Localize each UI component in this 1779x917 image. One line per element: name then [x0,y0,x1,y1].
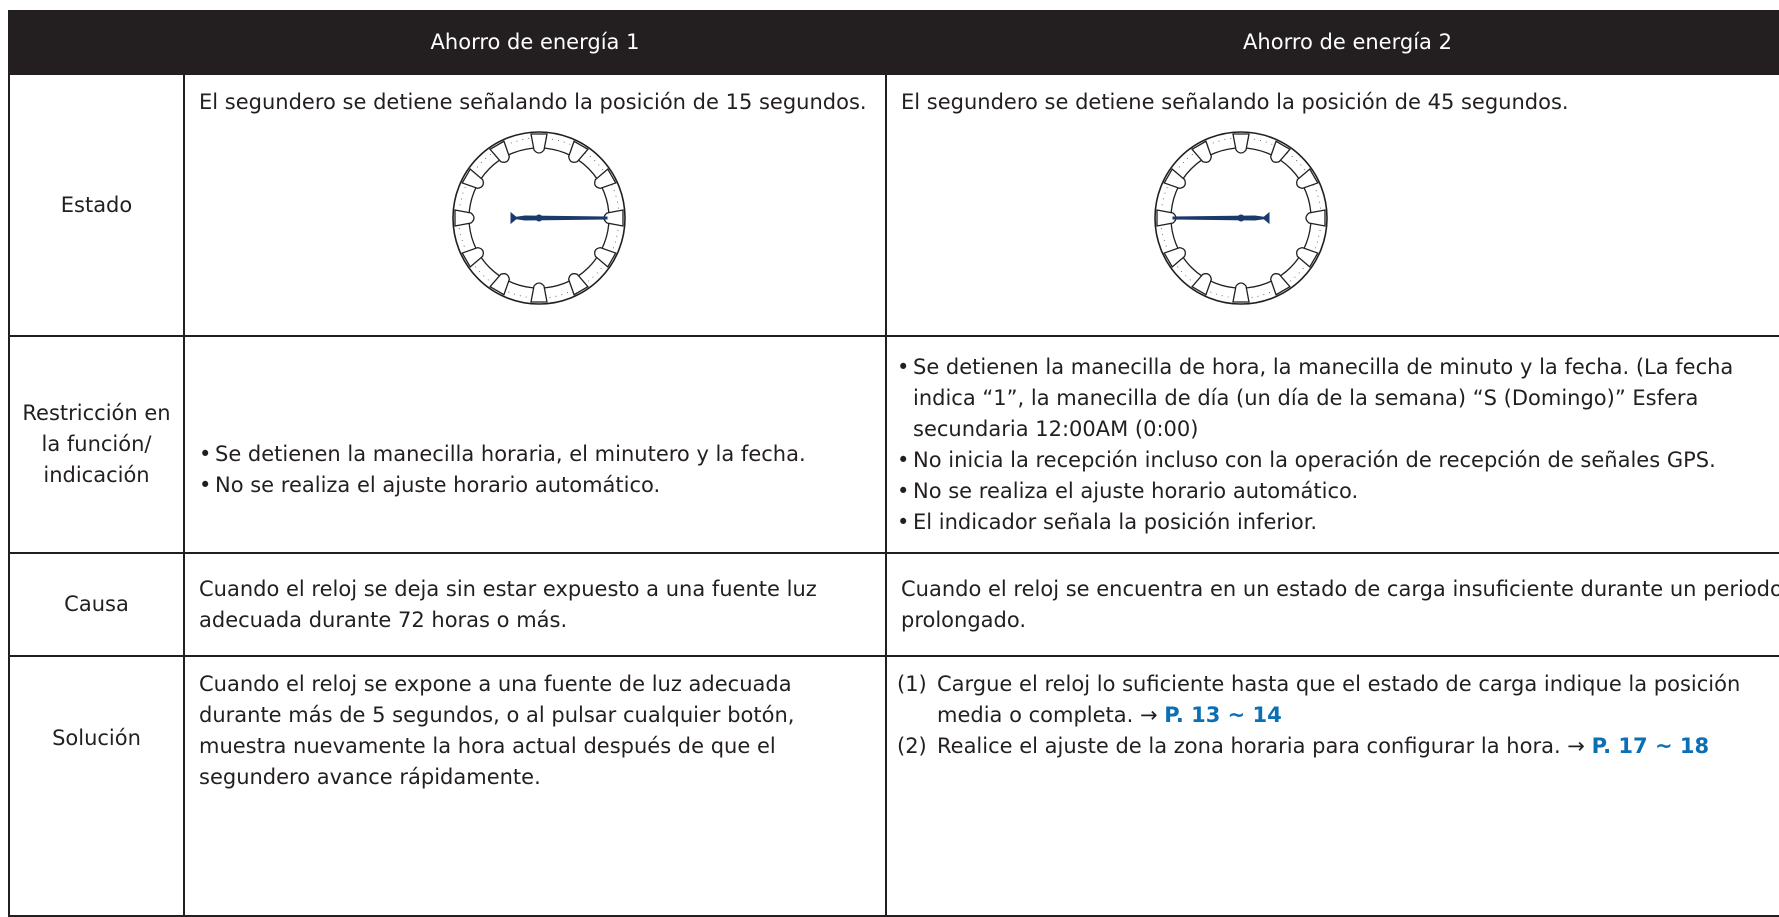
cell: Cuando el reloj se expone a una fuente d… [183,655,887,917]
step-number: (2) [897,734,927,758]
page-link[interactable]: P. 13 ~ 14 [1164,703,1282,727]
bullet-item: El indicador señala la posición inferior… [897,507,1779,538]
row-label: Solución [8,655,185,917]
step: (1) Cargue el reloj lo suficiente hasta q… [897,669,1779,731]
step: (2) Realice el ajuste de la zona horaria … [897,731,1779,762]
bullet-item: Se detienen la manecilla de hora, la man… [897,352,1779,445]
row-label: Restricción en la función/ indicación [8,335,185,554]
cell: El segundero se detiene señalando la pos… [183,73,887,337]
column-header: Ahorro de energía 1 [183,10,887,75]
bullet-item: No inicia la recepción incluso con la op… [897,445,1779,476]
step-text: Cargue el reloj lo suficiente hasta que … [937,672,1741,727]
cell: El segundero se detiene señalando la pos… [885,73,1779,337]
corner [8,10,185,75]
comparison-table: Ahorro de energía 1 Ahorro de energía 2 … [8,10,1779,917]
row-label: Causa [8,552,185,657]
page: Ahorro de energía 1 Ahorro de energía 2 … [0,0,1779,894]
cell: Cuando el reloj se encuentra en un estad… [885,552,1779,657]
bullet-item: No se realiza el ajuste horario automáti… [199,470,871,501]
cell: Se detienen la manecilla horaria, el min… [183,335,887,554]
step-number: (1) [897,672,927,696]
page-link[interactable]: P. 17 ~ 18 [1591,734,1710,758]
cell: (1) Cargue el reloj lo suficiente hasta q… [885,655,1779,917]
cell-text: El segundero se detiene señalando la pos… [199,90,867,114]
row-label: Estado [8,73,185,337]
column-header: Ahorro de energía 2 [885,10,1779,75]
clock-illustration [1154,131,1328,305]
cell-text: El segundero se detiene señalando la pos… [901,90,1569,114]
bullet-item: No se realiza el ajuste horario automáti… [897,476,1779,507]
bullet-item: Se detienen la manecilla horaria, el min… [199,439,871,470]
clock-illustration [452,131,626,305]
cell: Cuando el reloj se deja sin estar expues… [183,552,887,657]
step-text: Realice el ajuste de la zona horaria par… [937,734,1585,758]
cell: Se detienen la manecilla de hora, la man… [885,335,1779,554]
